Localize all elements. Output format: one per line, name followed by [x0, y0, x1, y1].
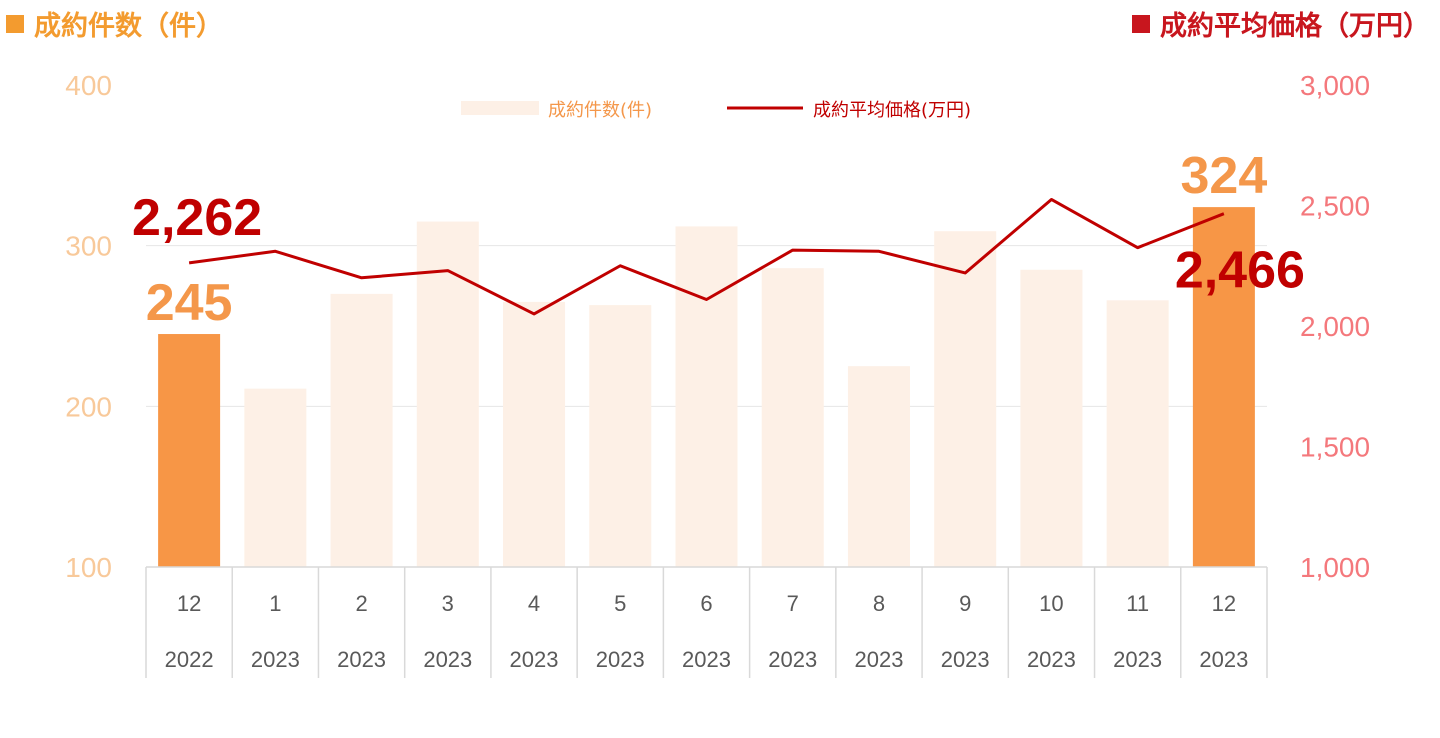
- left-axis-title: 成約件数（件）: [6, 4, 223, 43]
- left-title-marker: [6, 14, 24, 33]
- x-tick-label-year: 2023: [854, 647, 903, 672]
- x-tick-label-year: 2022: [165, 647, 214, 672]
- y-left-tick-label: 400: [65, 70, 112, 101]
- bar: [761, 268, 824, 567]
- data-label: 2,262: [132, 189, 262, 247]
- x-tick-label-month: 5: [614, 591, 626, 616]
- bar: [416, 221, 479, 568]
- bar: [158, 334, 221, 567]
- bar: [934, 231, 997, 567]
- x-tick-label-year: 2023: [682, 647, 731, 672]
- x-tick-label-year: 2023: [596, 647, 645, 672]
- y-left-tick-label: 200: [65, 391, 112, 422]
- right-title-marker: [1132, 14, 1150, 33]
- bar: [330, 293, 393, 567]
- left-axis-title-text: 成約件数（件）: [34, 11, 223, 42]
- right-axis-title: 成約平均価格（万円）: [1132, 4, 1430, 43]
- legend-label-bars: 成約件数(件): [548, 100, 652, 121]
- bar: [1020, 269, 1083, 567]
- bar: [847, 366, 910, 567]
- x-tick-label-month: 2: [355, 591, 367, 616]
- data-label: 245: [146, 274, 233, 332]
- x-tick-label-month: 9: [959, 591, 971, 616]
- right-axis-title-text: 成約平均価格（万円）: [1160, 11, 1430, 42]
- legend-label-line: 成約平均価格(万円): [813, 100, 971, 121]
- y-right-tick-label: 2,000: [1300, 311, 1370, 342]
- legend-swatch-bars: [461, 101, 539, 115]
- data-label: 2,466: [1175, 242, 1305, 300]
- x-tick-label-year: 2023: [510, 647, 559, 672]
- x-tick-label-month: 3: [442, 591, 454, 616]
- bar: [1192, 207, 1255, 567]
- bar: [589, 305, 652, 567]
- bar: [503, 301, 566, 567]
- x-tick-label-year: 2023: [337, 647, 386, 672]
- bar: [675, 226, 738, 568]
- x-tick-label-month: 4: [528, 591, 540, 616]
- price-line: [188, 197, 1225, 316]
- x-tick-label-year: 2023: [1199, 647, 1248, 672]
- bar: [1106, 300, 1169, 567]
- x-tick-label-year: 2023: [768, 647, 817, 672]
- x-tick-label-year: 2023: [423, 647, 472, 672]
- y-right-tick-label: 1,000: [1300, 552, 1370, 583]
- data-label: 324: [1181, 147, 1268, 205]
- x-tick-label-month: 8: [873, 591, 885, 616]
- bar: [244, 388, 307, 567]
- y-right-tick-label: 2,500: [1300, 191, 1370, 222]
- y-left-tick-label: 300: [65, 231, 112, 262]
- x-tick-label-month: 6: [700, 591, 712, 616]
- x-tick-label-month: 7: [787, 591, 799, 616]
- x-tick-label-month: 12: [177, 591, 201, 616]
- x-tick-label-month: 10: [1039, 591, 1063, 616]
- x-tick-label-year: 2023: [1113, 647, 1162, 672]
- x-tick-label-year: 2023: [941, 647, 990, 672]
- x-tick-label-month: 11: [1126, 591, 1149, 616]
- x-tick-label-month: 1: [269, 591, 281, 616]
- x-tick-label-year: 2023: [1027, 647, 1076, 672]
- y-left-tick-label: 100: [65, 552, 112, 583]
- y-right-tick-label: 3,000: [1300, 70, 1370, 101]
- x-tick-label-month: 12: [1212, 591, 1236, 616]
- x-tick-label-year: 2023: [251, 647, 300, 672]
- y-right-tick-label: 1,500: [1300, 432, 1370, 463]
